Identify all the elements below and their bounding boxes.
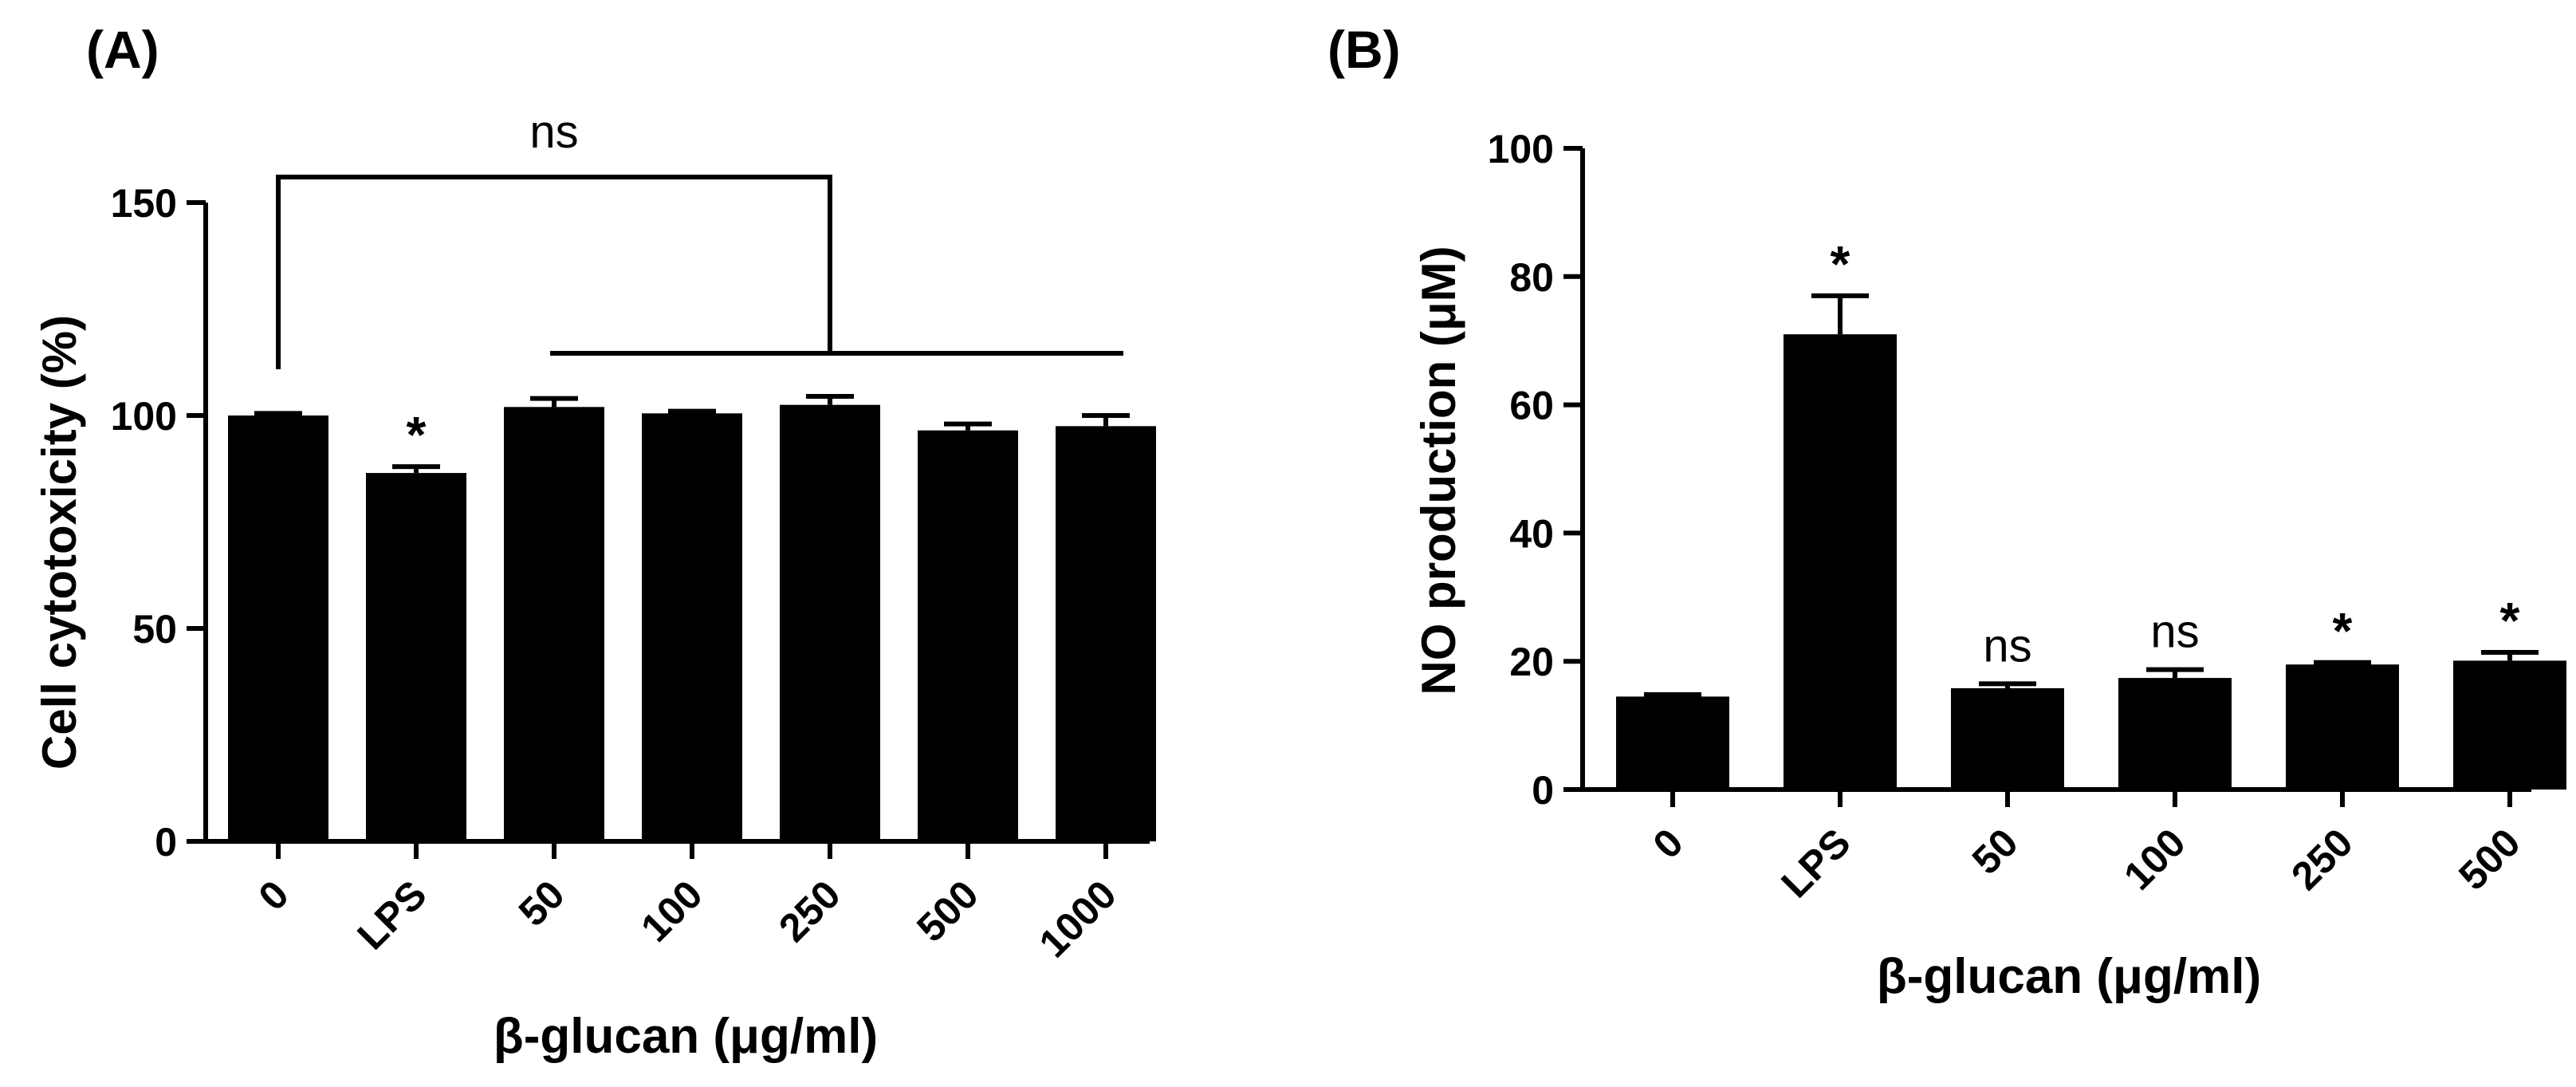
panel-a-x-tick-label-3: 100 [632, 872, 711, 951]
panel-a-x-tick-label-5: 500 [908, 872, 987, 951]
panel-a-bracket-label: ns [529, 106, 578, 158]
panel-a-bar-1 [366, 473, 466, 841]
panel-b-bar-0 [1616, 696, 1729, 790]
panel-a-x-tick-label-2: 50 [510, 872, 573, 935]
panel-b-y-tick-label-1: 20 [1509, 640, 1554, 684]
panel-b-annotation-2: ns [1983, 620, 2031, 671]
panel-a-bar-4 [780, 404, 880, 841]
panel-a-bar-5 [918, 430, 1018, 841]
panel-b-annotation-1: * [1831, 235, 1850, 293]
panel-b-bar-4 [2286, 664, 2399, 790]
panel-a-bar-3 [642, 413, 742, 841]
panel-b-y-tick-label-4: 80 [1509, 255, 1554, 300]
panel-a-y-tick-label-3: 150 [111, 181, 177, 226]
panel-a-y-tick-label-0: 0 [155, 820, 177, 864]
panel-b-annotation-5: * [2500, 592, 2520, 649]
panel-a-x-tick-label-0: 0 [250, 872, 297, 919]
panel-a-bar-2 [504, 407, 604, 841]
panel-b-y-tick-label-0: 0 [1532, 768, 1554, 813]
panel-b-x-tick-label-0: 0 [1645, 820, 1692, 867]
panel-b-x-tick-label-5: 500 [2450, 820, 2529, 899]
panel-a-bracket [276, 175, 832, 369]
panel-a-x-axis-label: β-glucan (μg/ml) [494, 1009, 878, 1064]
panel-a-x-tick-label-6: 1000 [1031, 872, 1125, 966]
panel-a-bar-0 [228, 416, 328, 841]
panel-b-label: (B) [1327, 20, 1401, 79]
panel-b-y-tick-label-2: 40 [1509, 511, 1554, 556]
panel-a-y-tick-label-2: 100 [111, 394, 177, 439]
panel-a-label: (A) [86, 20, 159, 79]
panel-b-y-tick-label-5: 100 [1488, 127, 1554, 171]
panel-b-x-tick-label-3: 100 [2115, 820, 2194, 899]
panel-a-bar-6 [1056, 426, 1156, 841]
panel-b-bar-5 [2453, 660, 2566, 790]
panel-b-annotation-3: ns [2150, 606, 2199, 658]
panel-a: (A) Cell cytotoxicity (%) β-glucan (μg/m… [33, 20, 1156, 1064]
panel-b-y-axis-label: NO production (μM) [1412, 246, 1465, 695]
panel-b-bar-2 [1951, 687, 2064, 790]
panel-a-y-axis-label: Cell cytotoxicity (%) [33, 315, 86, 770]
panel-a-annotation-1: * [407, 406, 427, 463]
panel-b-x-axis-label: β-glucan (μg/ml) [1877, 949, 2261, 1004]
panel-b: (B) NO production (μM) β-glucan (μg/ml) … [1327, 20, 2566, 1004]
panel-a-x-tick-label-4: 250 [770, 872, 849, 951]
panel-b-bar-1 [1784, 334, 1897, 790]
panel-a-y-tick-label-1: 50 [132, 607, 177, 652]
panel-b-x-tick-label-2: 50 [1964, 820, 2027, 883]
panel-b-annotation-4: * [2333, 602, 2353, 660]
panel-b-y-tick-label-3: 60 [1509, 384, 1554, 428]
panel-b-x-tick-label-1: LPS [1772, 820, 1858, 906]
panel-a-x-tick-label-1: LPS [348, 872, 435, 958]
panel-b-bar-3 [2118, 678, 2232, 790]
panel-b-x-tick-label-4: 250 [2283, 820, 2362, 899]
